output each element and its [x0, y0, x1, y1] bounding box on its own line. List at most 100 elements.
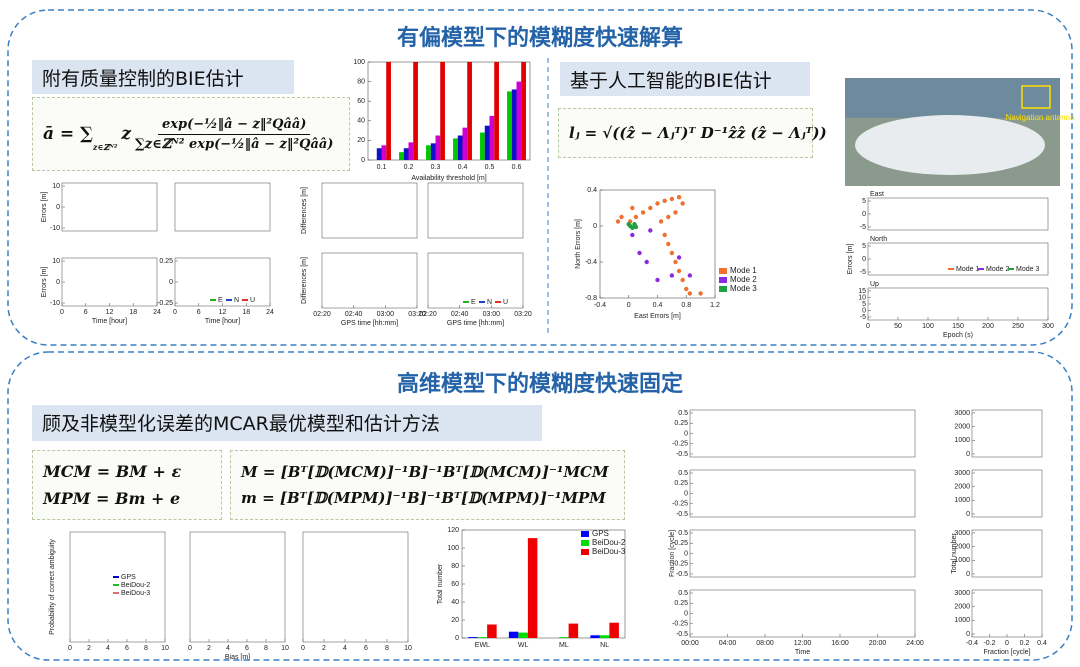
panel-title: East	[870, 191, 884, 198]
x-axis-label: Epoch (s)	[943, 332, 973, 339]
y-axis-label: Differences [m]	[301, 187, 308, 234]
x-tick-label: 12	[106, 309, 114, 316]
legend-swatch	[719, 286, 727, 292]
section-header: 基于人工智能的BIE估计	[560, 62, 810, 96]
y-tick-label: 20	[451, 617, 459, 624]
x-tick-label: 0	[188, 645, 192, 652]
x-tick-label: 2	[322, 645, 326, 652]
panel-frame	[174, 257, 271, 307]
y-tick-label: 1000	[954, 497, 970, 504]
x-tick-label: 16:00	[831, 640, 849, 647]
y-tick-label: 0.25	[674, 420, 688, 427]
panel-frame	[321, 252, 418, 309]
y-axis-label: Total number	[951, 533, 958, 574]
y-tick-label: 0	[966, 451, 970, 458]
y-tick-label: 1000	[954, 617, 970, 624]
panel-frame	[867, 242, 1049, 276]
x-tick-label: 250	[1012, 323, 1024, 330]
legend-label: E	[471, 299, 476, 306]
y-tick-label: -0.25	[672, 621, 688, 628]
legend-swatch	[581, 531, 589, 537]
panel-frame	[689, 589, 916, 638]
y-tick-label: -0.5	[676, 631, 688, 638]
legend-label: Mode 2	[730, 275, 757, 284]
x-tick-label: 50	[894, 323, 902, 330]
y-tick-label: 2000	[954, 424, 970, 431]
legend-label: BeiDou-2	[121, 582, 150, 589]
y-tick-label: 40	[451, 599, 459, 606]
panel-frame	[689, 529, 916, 578]
panel-frame	[61, 257, 158, 307]
point	[673, 210, 678, 215]
point	[626, 222, 631, 227]
point	[655, 277, 660, 283]
x-tick-label: 300	[1042, 323, 1054, 330]
x-tick-label: EWL	[475, 642, 490, 649]
y-tick-label: 0	[966, 571, 970, 578]
x-axis-label: Availability threshold [m]	[411, 175, 486, 182]
y-tick-label: -0.4	[585, 259, 597, 266]
x-axis-label: Bias [m]	[225, 654, 250, 661]
bar	[609, 622, 619, 638]
y-tick-label: 100	[447, 545, 459, 552]
point	[655, 201, 660, 206]
x-tick-label: WL	[518, 642, 529, 649]
legend-label: BeiDou-2	[592, 538, 626, 547]
point	[633, 214, 639, 220]
y-tick-label: -0.25	[672, 501, 688, 508]
panel-title: Up	[870, 281, 879, 288]
bar	[489, 115, 495, 160]
bar	[511, 89, 517, 160]
y-tick-label: -5	[860, 269, 866, 276]
x-tick-label: 0	[866, 323, 870, 330]
y-tick-label: 0	[684, 430, 688, 437]
y-tick-label: 20	[357, 137, 365, 144]
y-tick-label: 0	[966, 511, 970, 518]
x-tick-label: 6	[197, 309, 201, 316]
legend-label: Mode 1	[956, 266, 979, 273]
x-tick-label: 0	[1005, 640, 1009, 647]
x-axis-label: Time [hour]	[92, 318, 127, 325]
y-tick-label: -5	[860, 224, 866, 231]
y-tick-label: 0	[966, 631, 970, 638]
legend-label: BeiDou-3	[592, 547, 626, 556]
photo-car	[855, 115, 1045, 175]
x-tick-label: 02:40	[345, 311, 363, 318]
x-tick-label: ML	[559, 642, 569, 649]
legend-label: Mode 1	[730, 266, 757, 275]
y-tick-label: 0	[455, 635, 459, 642]
point	[644, 259, 649, 265]
x-tick-label: -0.4	[594, 302, 606, 309]
point	[640, 210, 646, 215]
x-tick-label: 0.3	[431, 164, 441, 171]
formula-box: MCM = BM + ε MPM = Bm + e	[32, 450, 222, 520]
point	[684, 286, 689, 292]
legend-label: GPS	[121, 574, 136, 581]
y-tick-label: 100	[353, 59, 365, 66]
panel-frame	[189, 531, 286, 643]
legend-swatch	[581, 549, 589, 555]
x-tick-label: 18	[242, 309, 250, 316]
x-tick-label: 04:00	[719, 640, 737, 647]
x-tick-label: 0	[60, 309, 64, 316]
formula: z∈ℤᴺ²	[92, 142, 118, 152]
y-tick-label: -0.25	[157, 300, 173, 307]
x-tick-label: 20:00	[869, 640, 887, 647]
panel-frame	[867, 197, 1049, 231]
x-tick-label: 2	[87, 645, 91, 652]
point	[666, 241, 671, 247]
bar	[590, 635, 600, 638]
bar	[527, 538, 538, 638]
point	[673, 259, 678, 265]
point	[648, 228, 653, 233]
legend-label: E	[218, 297, 223, 304]
point	[666, 214, 671, 220]
x-tick-label: 0.1	[377, 164, 387, 171]
x-tick-label: 03:20	[514, 311, 532, 318]
formula: MPM = Bm + e	[43, 489, 181, 508]
y-tick-label: -0.5	[676, 571, 688, 578]
point	[669, 250, 675, 256]
x-tick-label: 0.4	[458, 164, 468, 171]
panel-frame	[971, 589, 1043, 638]
bar	[487, 624, 497, 638]
